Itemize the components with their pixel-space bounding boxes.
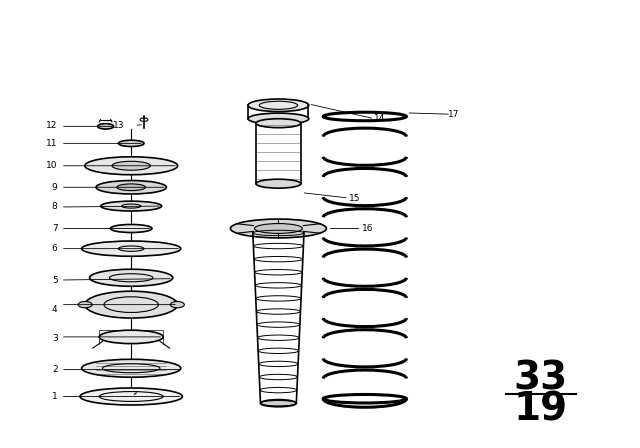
Text: 5: 5 [52, 276, 58, 284]
Ellipse shape [260, 400, 296, 407]
Ellipse shape [96, 181, 166, 194]
Text: 7: 7 [52, 224, 58, 233]
Ellipse shape [84, 291, 178, 318]
Ellipse shape [100, 201, 161, 211]
Text: 17: 17 [448, 110, 460, 119]
Text: 12: 12 [46, 121, 58, 130]
Text: 10: 10 [46, 161, 58, 170]
Ellipse shape [112, 161, 150, 170]
Text: 33: 33 [514, 360, 568, 397]
Text: 8: 8 [52, 202, 58, 211]
Text: 1: 1 [52, 392, 58, 401]
Ellipse shape [82, 241, 180, 256]
Text: 16: 16 [362, 224, 373, 233]
Text: 13: 13 [113, 121, 125, 130]
Ellipse shape [254, 224, 302, 233]
Ellipse shape [97, 124, 114, 129]
Text: 14: 14 [374, 114, 386, 123]
Ellipse shape [110, 224, 152, 233]
Ellipse shape [323, 112, 406, 121]
Text: 6: 6 [52, 244, 58, 253]
Text: 11: 11 [46, 139, 58, 148]
Ellipse shape [248, 99, 308, 112]
Text: 15: 15 [349, 194, 360, 202]
Ellipse shape [248, 113, 308, 125]
Ellipse shape [323, 395, 406, 403]
Ellipse shape [80, 388, 182, 405]
Ellipse shape [256, 179, 301, 188]
Text: 3: 3 [52, 334, 58, 343]
Text: 4: 4 [52, 305, 58, 314]
Ellipse shape [78, 302, 92, 308]
Ellipse shape [99, 330, 163, 344]
Ellipse shape [84, 157, 178, 175]
Ellipse shape [170, 302, 184, 308]
Ellipse shape [230, 219, 326, 238]
Text: 2: 2 [52, 365, 58, 374]
Ellipse shape [116, 184, 146, 191]
Text: 9: 9 [52, 183, 58, 192]
Ellipse shape [118, 140, 144, 146]
Ellipse shape [256, 119, 301, 128]
Ellipse shape [82, 359, 180, 377]
Text: 19: 19 [514, 391, 568, 429]
Ellipse shape [90, 269, 173, 286]
